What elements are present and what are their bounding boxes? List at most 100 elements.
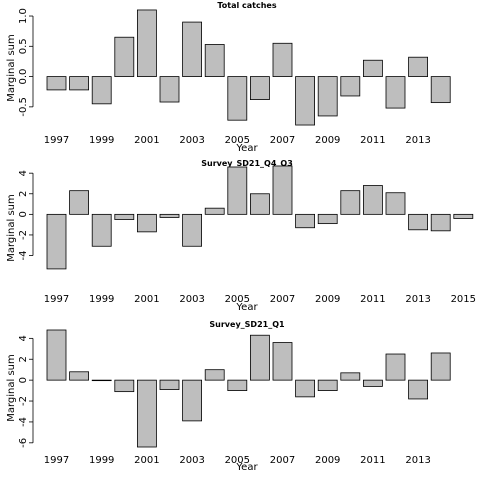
y-tick-label: 0	[18, 211, 29, 217]
x-tick-label: 2015	[451, 294, 476, 305]
x-tick-label: 2009	[315, 455, 340, 466]
bar-2004	[204, 369, 225, 381]
x-tick-label: 2011	[360, 294, 385, 305]
x-tick-label: 2013	[405, 455, 430, 466]
x-tick-label: 2001	[134, 455, 159, 466]
bar-2002	[159, 379, 180, 390]
y-axis-label: Marginal sum	[6, 194, 17, 262]
chart-title: Total catches	[217, 1, 276, 10]
y-tick-label: -4	[18, 417, 29, 427]
bar-2002	[159, 76, 180, 103]
x-tick-label: 2013	[405, 294, 430, 305]
bar-2013	[408, 56, 429, 77]
y-tick-label: 4	[18, 170, 29, 176]
x-tick-label: 1997	[44, 455, 69, 466]
bar-2007	[272, 42, 293, 77]
bar-2008	[295, 213, 316, 229]
x-tick-label: 2009	[315, 135, 340, 146]
bar-2002	[159, 213, 180, 218]
y-tick-label: 0.0	[18, 69, 29, 85]
bar-2015	[453, 213, 474, 219]
y-tick-label: 0.5	[18, 38, 29, 54]
x-tick-label: 2001	[134, 294, 159, 305]
bar-2008	[295, 76, 316, 126]
x-tick-label: 2011	[360, 455, 385, 466]
y-tick-label: 2	[18, 356, 29, 362]
bar-2000	[114, 379, 135, 393]
x-tick-label: 1999	[89, 455, 114, 466]
x-tick-label: 2003	[179, 294, 204, 305]
bar-2012	[385, 353, 406, 381]
x-tick-label: 1997	[44, 135, 69, 146]
bar-2003	[182, 21, 203, 77]
bar-2003	[182, 213, 203, 247]
bar-2009	[317, 213, 338, 225]
bar-2005	[227, 76, 248, 121]
x-tick-label: 2009	[315, 294, 340, 305]
bar-2006	[249, 76, 270, 100]
y-tick-label: -2	[18, 396, 29, 406]
bar-1999	[91, 76, 112, 105]
bar-2014	[430, 76, 451, 104]
bar-1998	[69, 190, 89, 215]
y-tick-label: -6	[18, 438, 29, 448]
x-tick-label: 2011	[360, 135, 385, 146]
y-tick-label: -2	[18, 230, 29, 240]
x-tick-label: 2001	[134, 135, 159, 146]
bar-2010	[340, 76, 361, 97]
bar-1997	[46, 76, 67, 91]
bar-1997	[46, 329, 67, 381]
x-tick-label: 1997	[44, 294, 69, 305]
x-tick-label: 2003	[179, 135, 204, 146]
bar-2007	[272, 165, 293, 215]
bar-2014	[430, 352, 451, 381]
x-tick-label: 2007	[270, 455, 295, 466]
x-axis-label: Year	[235, 302, 258, 313]
bar-2013	[408, 379, 429, 400]
bar-2011	[362, 379, 383, 387]
bar-1998	[69, 76, 89, 91]
y-axis-label: Marginal sum	[6, 354, 17, 422]
bar-2001	[136, 379, 157, 448]
x-tick-label: 2005	[225, 294, 250, 305]
chart-panel-3: Survey_SD21_Q1 -6 -4 -2 0 2 4 Marginal sum 1997 1…	[6, 320, 451, 473]
y-tick-label: 2	[18, 191, 29, 197]
bar-2011	[362, 59, 383, 77]
bar-2006	[249, 334, 270, 381]
bar-1999	[91, 379, 112, 382]
chart-panel-2: Survey_SD21_Q4_Q3 -4 -2 0 2 4 Marginal sum 1997…	[6, 159, 476, 313]
y-tick-label: 4	[18, 335, 29, 341]
bar-2007	[272, 342, 293, 381]
chart-title: Survey_SD21_Q4_Q3	[201, 159, 293, 168]
bar-2005	[227, 166, 248, 215]
chart-title: Survey_SD21_Q1	[209, 320, 285, 329]
x-tick-label: 2003	[179, 455, 204, 466]
bar-2010	[340, 190, 361, 215]
y-tick-label: 0	[18, 377, 29, 383]
x-tick-label: 1999	[89, 294, 114, 305]
bar-2004	[204, 207, 225, 215]
bar-2012	[385, 76, 406, 109]
bar-2009	[317, 379, 338, 391]
y-axis-label: Marginal sum	[6, 34, 17, 102]
y-tick-label: 1.0	[18, 8, 29, 24]
x-tick-label: 2005	[225, 135, 250, 146]
y-tick-label: -0.5	[18, 97, 29, 117]
x-tick-label: 1999	[89, 135, 114, 146]
bar-2013	[408, 213, 429, 231]
bar-2001	[136, 9, 157, 77]
bar-1997	[46, 213, 67, 270]
bar-2012	[385, 192, 406, 215]
x-tick-label: 2013	[405, 135, 430, 146]
x-tick-label: 2007	[270, 294, 295, 305]
bar-2008	[295, 379, 316, 398]
bar-2000	[114, 213, 135, 220]
bar-2014	[430, 213, 451, 232]
bar-2003	[182, 379, 203, 422]
x-axis-label: Year	[235, 143, 258, 154]
bar-2010	[340, 372, 361, 381]
bar-1999	[91, 213, 112, 247]
x-tick-label: 2005	[225, 455, 250, 466]
